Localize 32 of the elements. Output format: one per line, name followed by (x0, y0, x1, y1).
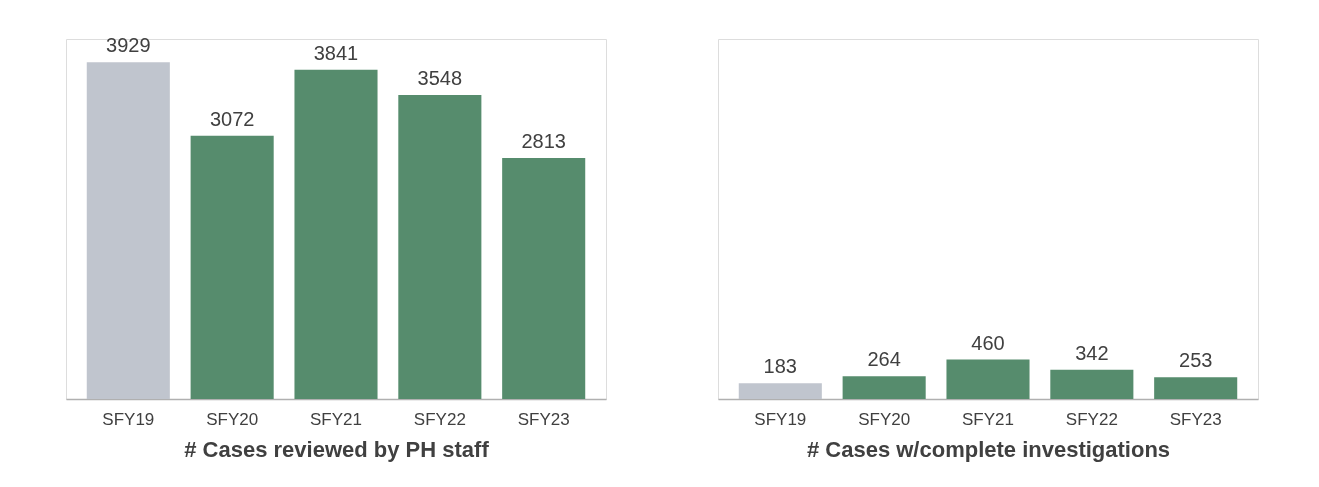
data-label: 253 (1179, 349, 1213, 372)
x-tick-label: SFY21 (310, 409, 362, 429)
bar (294, 69, 378, 399)
data-label: 460 (971, 331, 1005, 354)
x-tick-label: SFY23 (1169, 409, 1222, 429)
data-label: 3072 (209, 107, 255, 130)
bar (190, 135, 274, 399)
bar (842, 376, 926, 399)
x-tick-label: SFY21 (962, 409, 1014, 429)
data-label: 2813 (521, 129, 566, 152)
data-label: 264 (867, 348, 901, 371)
x-tick-label: SFY19 (102, 409, 155, 429)
data-label: 3841 (313, 41, 359, 64)
x-tick-label: SFY20 (206, 409, 259, 429)
x-tick-label: SFY23 (517, 409, 570, 429)
x-axis-title: # Cases reviewed by PH staff (184, 436, 490, 462)
x-tick-label: SFY20 (858, 409, 911, 429)
bar (1154, 377, 1238, 399)
bar (738, 383, 822, 399)
bar (1050, 369, 1134, 399)
bar (502, 157, 586, 399)
data-label: 3929 (106, 34, 151, 57)
x-tick-label: SFY22 (1065, 409, 1118, 429)
bar (86, 62, 170, 399)
data-label: 3548 (417, 66, 463, 89)
bar (398, 94, 482, 399)
x-tick-label: SFY19 (754, 409, 807, 429)
data-label: 183 (763, 355, 797, 378)
x-tick-label: SFY22 (413, 409, 466, 429)
bar (946, 359, 1030, 399)
data-label: 342 (1075, 341, 1109, 364)
x-axis-title: # Cases w/complete investigations (806, 436, 1171, 462)
